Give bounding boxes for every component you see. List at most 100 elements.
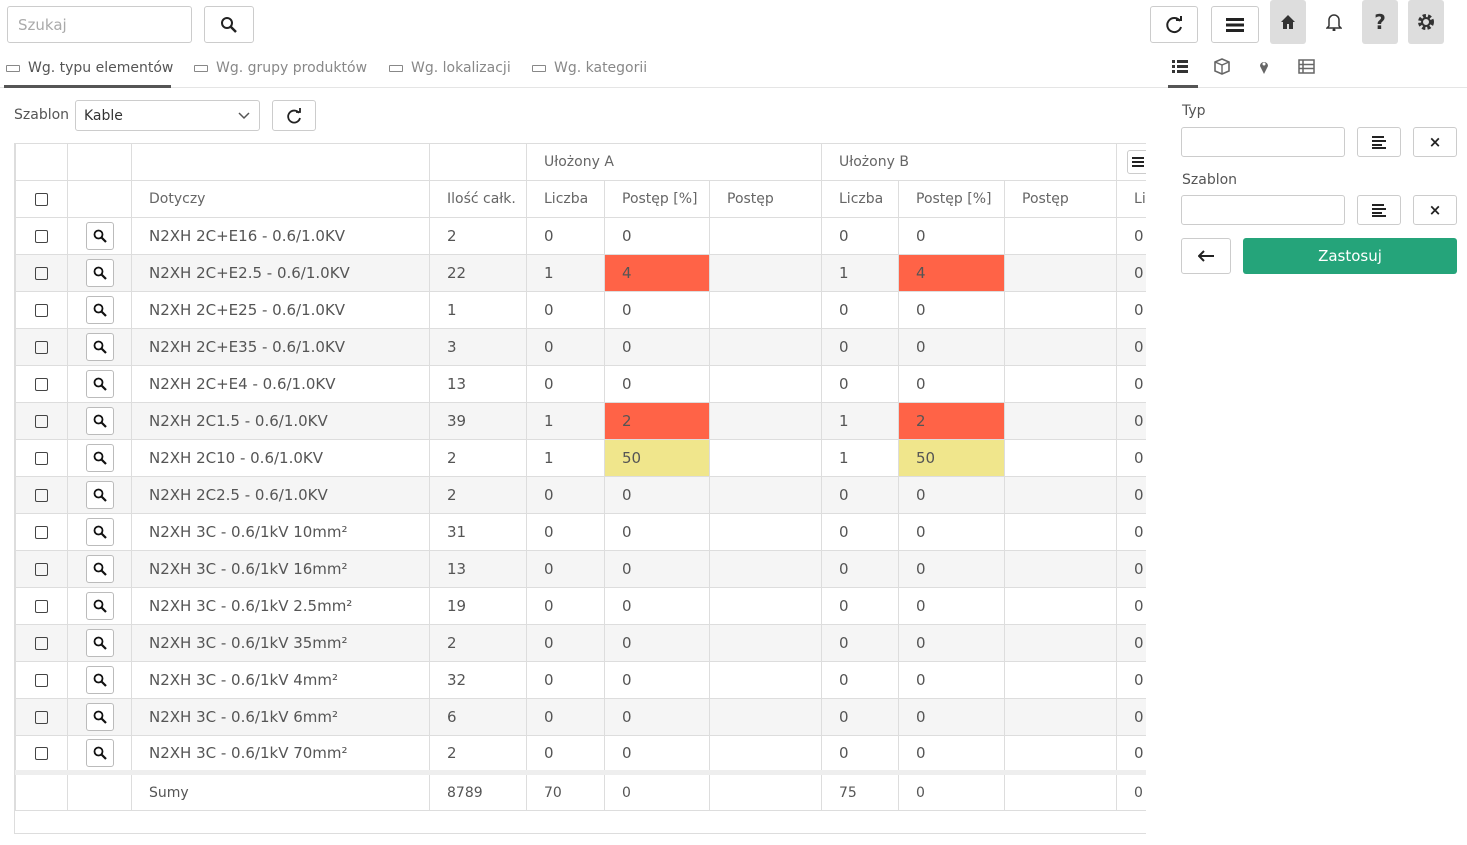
- details-button[interactable]: [85, 592, 114, 620]
- row-checkbox[interactable]: [35, 600, 48, 613]
- notifications-button[interactable]: [1316, 0, 1352, 44]
- row-checkbox[interactable]: [35, 341, 48, 354]
- row-checkbox[interactable]: [35, 674, 48, 687]
- percent-cell: 0: [604, 217, 710, 255]
- table-row: N2XH 2C+E16 - 0.6/1.0KV 2 0 0 0 0 0: [15, 217, 1146, 255]
- details-button[interactable]: [85, 370, 114, 398]
- template-clear-button[interactable]: ×: [1413, 195, 1457, 225]
- count-cell: 70: [526, 770, 605, 811]
- details-button[interactable]: [85, 333, 114, 361]
- apply-button[interactable]: Zastosuj: [1243, 238, 1457, 274]
- name-cell: N2XH 2C2.5 - 0.6/1.0KV: [131, 476, 430, 514]
- menu-button[interactable]: [1211, 6, 1259, 43]
- percent-cell: 0: [898, 513, 1005, 551]
- template-pick-button[interactable]: [1357, 195, 1401, 225]
- tab[interactable]: Wg. kategorii: [532, 60, 647, 76]
- count-cell: 0: [526, 217, 605, 255]
- details-button[interactable]: [85, 296, 114, 324]
- home-button[interactable]: [1270, 0, 1306, 44]
- box-tab[interactable]: [1214, 58, 1230, 75]
- details-button[interactable]: [85, 518, 114, 546]
- panel-divider: [1158, 87, 1467, 88]
- row-checkbox[interactable]: [35, 230, 48, 243]
- column-header: Postęp: [1003, 180, 1118, 218]
- help-button[interactable]: ?: [1362, 0, 1398, 44]
- row-checkbox[interactable]: [35, 747, 48, 760]
- details-button[interactable]: [85, 407, 114, 435]
- icon: [93, 562, 107, 576]
- details-cell: [67, 217, 132, 255]
- row-checkbox[interactable]: [35, 304, 48, 317]
- icon: [93, 599, 107, 613]
- select-all-checkbox[interactable]: [35, 192, 48, 206]
- type-clear-button[interactable]: ×: [1413, 127, 1457, 157]
- active-tab-indicator: [4, 85, 171, 88]
- details-button[interactable]: [85, 259, 114, 287]
- value-cell: 0: [1116, 328, 1146, 366]
- placeholder: Szukaj: [18, 16, 67, 34]
- active-panel-tab: [1168, 85, 1198, 88]
- icon: [93, 377, 107, 391]
- template-input[interactable]: [1181, 195, 1345, 225]
- type-pick-button[interactable]: [1357, 127, 1401, 157]
- tab-label: Wg. grupy produktów: [216, 60, 368, 76]
- progress-cell: [709, 402, 822, 440]
- name-cell: N2XH 2C1.5 - 0.6/1.0KV: [131, 402, 430, 440]
- tab[interactable]: Wg. typu elementów: [6, 60, 173, 76]
- name-cell: N2XH 3C - 0.6/1kV 6mm²: [131, 698, 430, 736]
- percent-cell: 0: [898, 365, 1005, 403]
- tab[interactable]: Wg. grupy produktów: [194, 60, 367, 76]
- checkbox-cell: [15, 513, 68, 551]
- reload-button[interactable]: [272, 100, 316, 131]
- row-checkbox[interactable]: [35, 637, 48, 650]
- row-checkbox[interactable]: [35, 452, 48, 465]
- table-body: N2XH 2C+E16 - 0.6/1.0KV 2 0 0 0 0 0 N2XH 2C+E2.…: [15, 217, 1146, 811]
- tab[interactable]: Wg. lokalizacji: [389, 60, 511, 76]
- details-button[interactable]: [85, 666, 114, 694]
- progress-cell: [709, 254, 822, 292]
- back-button[interactable]: [1181, 238, 1231, 274]
- search-button[interactable]: [204, 6, 254, 43]
- value-cell: 0: [1116, 365, 1146, 403]
- list-tab[interactable]: [1172, 60, 1188, 73]
- name-cell: N2XH 2C+E16 - 0.6/1.0KV: [131, 217, 430, 255]
- column-menu[interactable]: [1127, 150, 1146, 174]
- details-button[interactable]: [85, 481, 114, 509]
- header-cell: [1116, 143, 1146, 181]
- row-checkbox[interactable]: [35, 711, 48, 724]
- details-button[interactable]: [85, 555, 114, 583]
- value-cell: 0: [1116, 698, 1146, 736]
- total-cell: 13: [429, 550, 527, 588]
- value-cell: 0: [1116, 476, 1146, 514]
- row-checkbox[interactable]: [35, 267, 48, 280]
- count-cell: 75: [821, 770, 899, 811]
- details-button[interactable]: [85, 739, 114, 767]
- row-checkbox[interactable]: [35, 415, 48, 428]
- icon: [93, 340, 107, 354]
- details-cell: [67, 550, 132, 588]
- type-input[interactable]: [1181, 127, 1345, 157]
- details-button[interactable]: [85, 703, 114, 731]
- progress-cell: [1003, 550, 1118, 588]
- count-cell: 0: [526, 328, 605, 366]
- settings-button[interactable]: [1408, 0, 1444, 44]
- details-button[interactable]: [85, 222, 114, 250]
- row-checkbox[interactable]: [35, 489, 48, 502]
- details-button[interactable]: [85, 444, 114, 472]
- table-tab[interactable]: [1298, 59, 1315, 74]
- progress-cell: [1003, 624, 1118, 662]
- details-cell: [67, 587, 132, 625]
- icon: [93, 746, 107, 760]
- details-cell: [67, 513, 132, 551]
- template-select[interactable]: Kable: [75, 100, 260, 131]
- location-tab[interactable]: [1260, 62, 1268, 74]
- refresh-button[interactable]: [1150, 6, 1198, 43]
- row-checkbox[interactable]: [35, 563, 48, 576]
- row-checkbox[interactable]: [35, 378, 48, 391]
- progress-cell: [1003, 402, 1118, 440]
- details-button[interactable]: [85, 629, 114, 657]
- icon: [1326, 14, 1342, 31]
- row-checkbox[interactable]: [35, 526, 48, 539]
- search-input[interactable]: Szukaj: [7, 6, 192, 43]
